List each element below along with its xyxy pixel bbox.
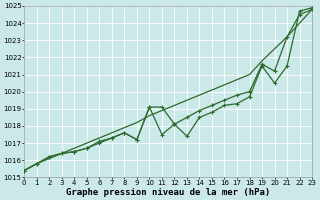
X-axis label: Graphe pression niveau de la mer (hPa): Graphe pression niveau de la mer (hPa) <box>66 188 270 197</box>
